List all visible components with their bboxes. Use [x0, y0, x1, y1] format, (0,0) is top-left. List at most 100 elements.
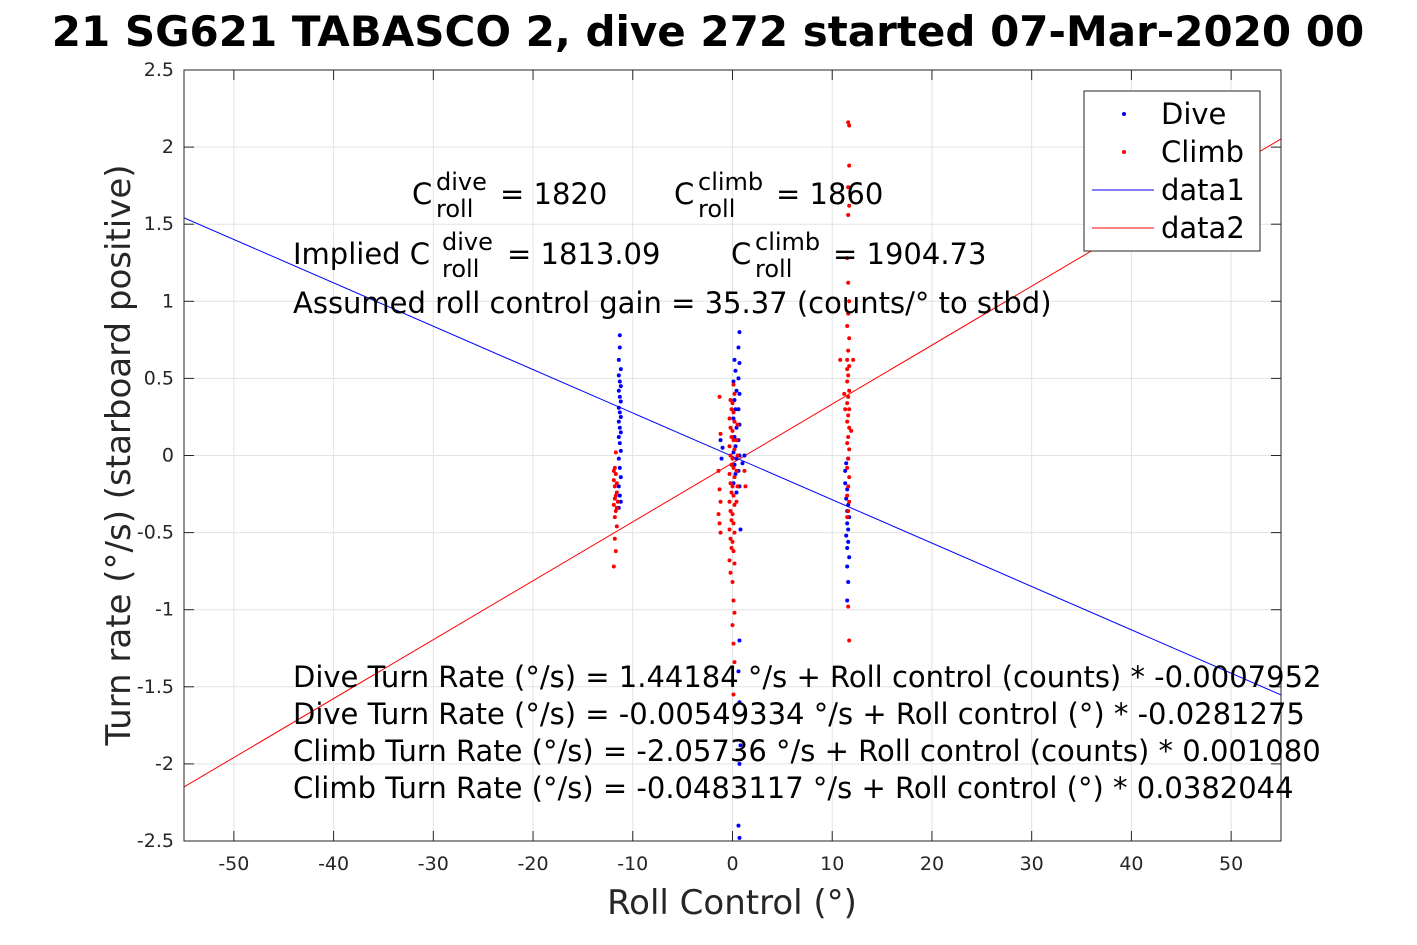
dive-point: [618, 499, 623, 504]
legend-label-climb: Climb: [1161, 135, 1244, 169]
climb-point: [729, 490, 734, 495]
climb-point: [735, 453, 740, 458]
c-roll-annotation: C dive roll = 1820 C climb roll = 1860: [412, 168, 883, 223]
dive-point: [617, 465, 622, 470]
c-climb-value: = 1860: [776, 177, 883, 211]
dive-point: [617, 333, 622, 338]
dive-point: [736, 407, 741, 412]
c-climb-label: C: [674, 177, 694, 211]
dive-point: [843, 481, 848, 486]
climb-point: [846, 120, 851, 125]
y-tick-label: 1: [162, 290, 174, 312]
climb-point: [846, 413, 851, 418]
climb-point: [728, 536, 733, 541]
climb-point: [845, 515, 850, 520]
dive-point: [843, 468, 848, 473]
dive-point: [733, 368, 738, 373]
climb-point: [731, 692, 736, 697]
climb-point: [615, 499, 620, 504]
climb-point: [728, 425, 733, 430]
climb-point: [847, 499, 852, 504]
legend-label-data2: data2: [1161, 211, 1245, 245]
dive-point: [736, 376, 741, 381]
dive-point: [844, 461, 849, 466]
y-tick-label: -2.5: [137, 830, 174, 852]
climb-point: [611, 502, 616, 507]
climb-point: [845, 401, 850, 406]
climb-point: [729, 462, 734, 467]
dive-point: [618, 399, 623, 404]
climb-point: [729, 518, 734, 523]
climb-point: [845, 441, 850, 446]
climb-point: [614, 505, 619, 510]
climb-point: [727, 472, 732, 477]
climb-point: [730, 512, 735, 517]
fit-line-data1: [184, 217, 1281, 696]
climb-point: [728, 397, 733, 402]
climb-point: [729, 546, 734, 551]
dive-point: [617, 410, 622, 415]
y-tick-label: 2: [162, 136, 174, 158]
y-tick-label: -0.5: [137, 522, 174, 544]
dive-point: [618, 430, 623, 435]
climb-point: [732, 391, 737, 396]
implied-climb-label: C: [731, 237, 751, 271]
climb-point: [613, 472, 618, 477]
dive-point: [618, 475, 623, 480]
climb-point: [728, 481, 733, 486]
climb-point: [730, 484, 735, 489]
y-tick-label: 2.5: [144, 59, 174, 81]
climb-point: [612, 496, 617, 501]
dive-point: [845, 521, 850, 526]
dive-point: [736, 345, 741, 350]
x-tick-label: 10: [820, 853, 844, 875]
dive-point: [618, 414, 623, 419]
climb-point: [718, 499, 723, 504]
dive-point: [738, 527, 743, 532]
climb-point: [735, 484, 740, 489]
climb-point: [612, 465, 617, 470]
climb-point: [728, 453, 733, 458]
climb-point: [612, 515, 617, 520]
dive-point: [737, 835, 742, 840]
implied-climb-sub: roll: [755, 255, 792, 283]
dive-point: [617, 345, 622, 350]
climb-point: [732, 610, 737, 615]
equation-climb-degrees: Climb Turn Rate (°/s) = -0.0483117 °/s +…: [293, 771, 1294, 805]
climb-point: [731, 382, 736, 387]
climb-point: [731, 598, 736, 603]
climb-point: [612, 536, 617, 541]
dive-point: [616, 405, 621, 410]
c-dive-sup: dive: [436, 168, 487, 196]
dive-point: [734, 490, 739, 495]
y-axis-label: Turn rate (°/s) (starboard positive): [99, 164, 139, 746]
climb-point: [611, 468, 616, 473]
dive-point: [845, 598, 850, 603]
dive-point: [733, 444, 738, 449]
x-tick-label: 20: [920, 853, 944, 875]
dive-point: [617, 441, 622, 446]
dive-point: [737, 360, 742, 365]
dive-point: [617, 394, 622, 399]
climb-point: [734, 468, 739, 473]
dive-point: [732, 397, 737, 402]
climb-point: [730, 539, 735, 544]
legend-box: [1083, 90, 1261, 252]
climb-point: [732, 530, 737, 535]
climb-point: [845, 367, 850, 372]
climb-point: [732, 447, 737, 452]
dive-point: [720, 445, 725, 450]
dive-point: [845, 546, 850, 551]
dive-point: [731, 416, 736, 421]
dive-point: [846, 539, 851, 544]
legend: Dive Climb data1 data2: [1083, 90, 1261, 252]
dive-point: [616, 419, 621, 424]
climb-point: [845, 493, 850, 498]
climb-point: [611, 564, 616, 569]
dive-point: [845, 564, 850, 569]
dive-point: [737, 391, 742, 396]
dive-point: [733, 407, 738, 412]
climb-point: [846, 434, 851, 439]
x-tick-label: 30: [1020, 853, 1044, 875]
